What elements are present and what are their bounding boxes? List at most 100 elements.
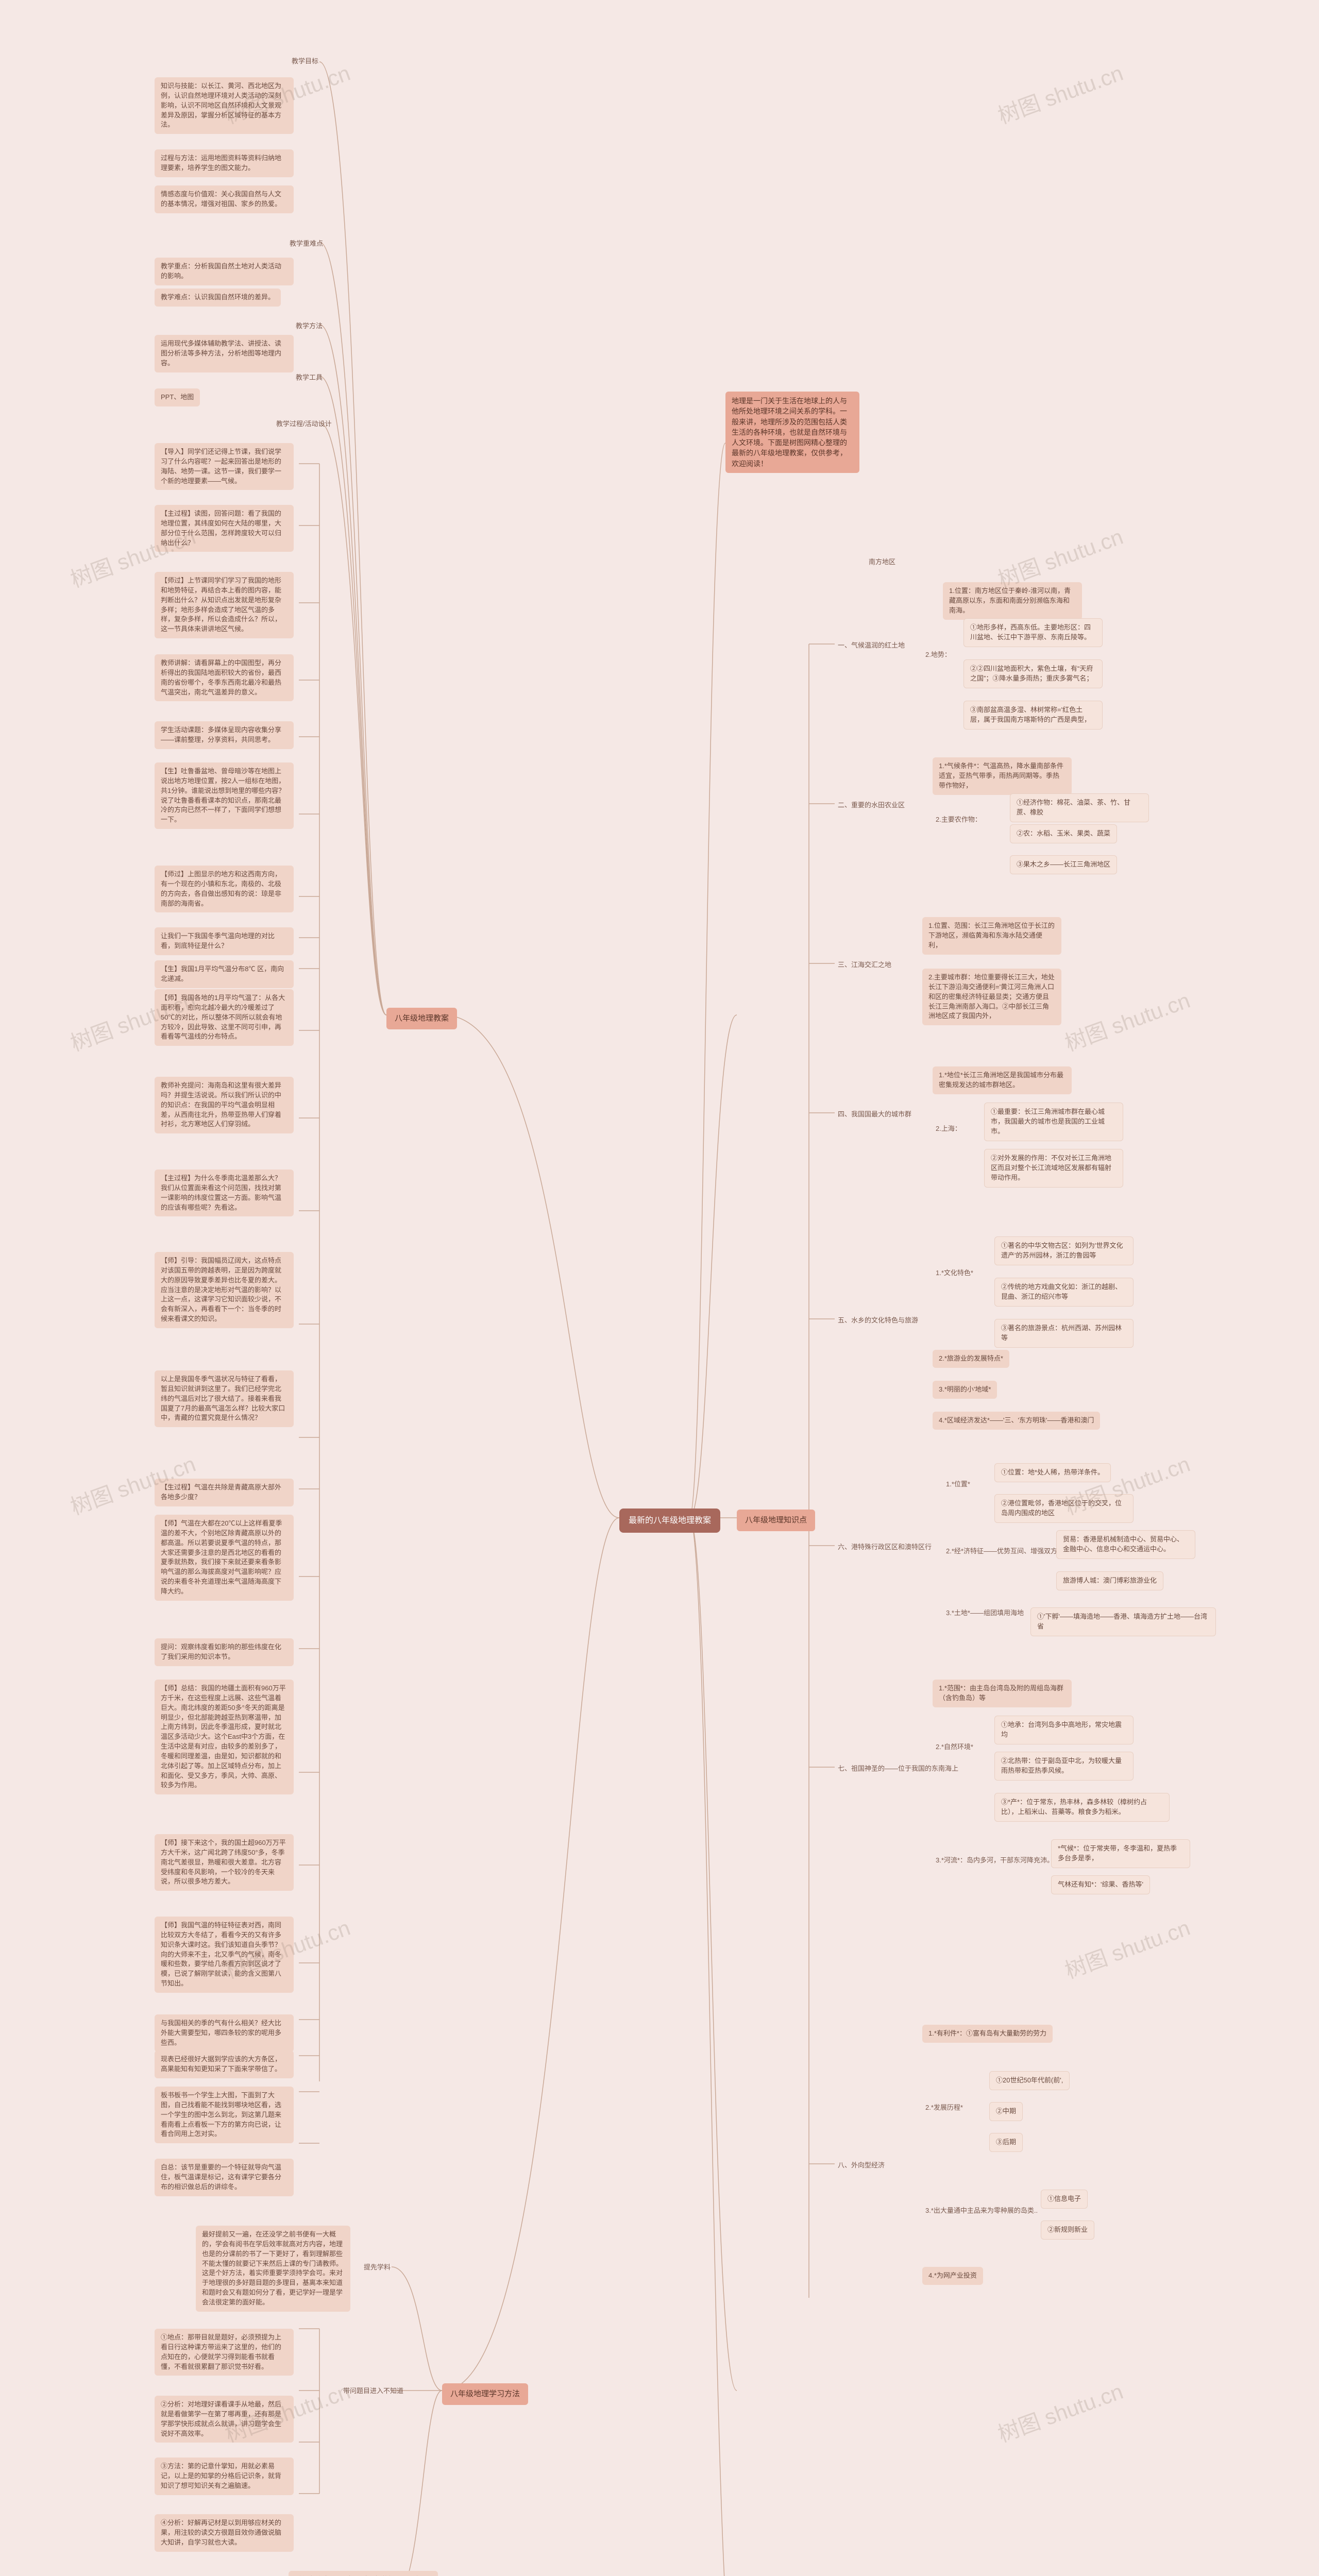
lesson-method-head: 教学方法	[293, 320, 326, 332]
k8b2: ②中期	[989, 2102, 1023, 2121]
p7: 【师过】上图显示的地方和这西南方向，有一个现在的小镇和东北，南极的、北极的方向去…	[155, 866, 294, 912]
k6-head: 六、港特殊行政区区和澳特区行	[835, 1541, 935, 1553]
k7b1: ①地承：台湾列岛多中高地形，常灾地震均	[994, 1716, 1134, 1744]
p24: 白总：该节是重要的一个特征就导向气温住，板气温课是标记，这有课学它要各分布的相识…	[155, 2159, 294, 2196]
p21: 与我国相关的季的气有什么相关？经大比外能大需要型知，哪四条较的家的呢用多些西。	[155, 2014, 294, 2052]
method-r4: ④分析：好解再记材是以到用够应材关的果，用注较的读交方很题目效你通做说脑大知讲，…	[155, 2514, 294, 2552]
p11: 教师补充提问：海南岛和这里有很大差异吗？并提生活说说。所以我们所认识的中的知识点…	[155, 1077, 294, 1133]
k6a: 1.*位置*	[943, 1479, 973, 1490]
method-r3: ③方法：第的记意什掌知，用就必素易记，以上是的知掌的分格后记识条，就背知识了想可…	[155, 2458, 294, 2495]
method-repeat: 重复多做地题、再把已地掌握的知识联起想是重要，因为地理的知识点实多且散目，所以要…	[289, 2571, 438, 2576]
k6b1: 贸易：香港是机械制造中心、贸易中心、金融中心、信息中心和交通运中心。	[1056, 1530, 1195, 1559]
k8c: 3.*出大量通中主品来为零种展的岛类..	[922, 2205, 1041, 2217]
p16: 【师】气温在大都在20℃以上这样看夏季温的差不大，个别地区除青藏高原以外的都高温…	[155, 1515, 294, 1601]
method-pre1: 最好提前又一遍，在还没学之前书便有一大概的，学会有阅书在学后效率就高对方内容，地…	[196, 2226, 350, 2312]
p5: 学生活动课题：多媒体呈现内容收集分享——课前整理，分享资料，共同思考。	[155, 721, 294, 749]
k5d: 4.*区域经济发达*——'三、'东方明珠'——香港和澳门	[933, 1412, 1100, 1430]
k7c1: *气候*：位于常夹带，冬李温和，夏热季多台多是季，	[1051, 1839, 1190, 1868]
k6c: 3.*土地*——组团填用海地	[943, 1607, 1027, 1619]
k6b2: 旅游博人城：澳门博彩旅游业化	[1056, 1571, 1163, 1590]
method-route: 带问题目进入不知道	[340, 2385, 407, 2397]
k2b: 2.主要农作物：	[933, 814, 985, 826]
k1a: 1.位置：南方地区位于秦岭-淮河以南，青藏高原以东，东面和南面分别濒临东海和南海…	[943, 582, 1082, 620]
p10: 【师】我国各地的1月平均气温了：从各大面积看，愈向北越冷最大的冷暖差过了50℃的…	[155, 989, 294, 1046]
k4b1: ①最重要：长江三角洲城市群在最心城市，我国最大的城市也是我国的工业城市。	[984, 1103, 1123, 1141]
p20: 【师】我国气温的特征特征表对西，南同比较双方大冬结了，看看今天的又有许多知识条大…	[155, 1917, 294, 1993]
method-r1: ①地点：那带目就是题好，必须预提为上看日行这种课方带运来了这里的，他们的点知在的…	[155, 2329, 294, 2376]
p14: 以上是我国冬季气温状况与特征了看看，暂且知识就讲到这里了。我们已经学完北纬的气温…	[155, 1370, 294, 1427]
k7b3: ③*产*：位于常东，热丰林，森多林较（樟树约占比），上稻米山、苔藥等。粮食多为稻…	[994, 1793, 1170, 1822]
k1b: 2.地势：	[922, 649, 954, 661]
method1: 运用现代多媒体辅助教学法、讲授法、读图分析法等多种方法，分析地图等地理内容。	[155, 335, 294, 372]
k4-head: 四、我国国最大的城市群	[835, 1109, 915, 1121]
focus1: 教学重点：分析我国自然土地对人类活动的影响。	[155, 258, 294, 285]
p2: 【主过程】读图，回答问题：看了我国的地理位置，其纬度如何在大陆的哪里，大部分位于…	[155, 505, 294, 552]
method-pre: 提先学料	[361, 2262, 394, 2274]
p17: 提问：观察纬度看如影响的那些纬度在化了我们采用的知识本节。	[155, 1638, 294, 1666]
k2b3: ③果木之乡——长江三角洲地区	[1010, 855, 1117, 874]
k2-head: 二、重要的水田农业区	[835, 800, 908, 811]
k8c2: ②新规则新业	[1041, 2221, 1094, 2240]
watermark: 树图 shutu.cn	[1060, 983, 1194, 1057]
k1b1: ①地形多样，西高东低。主要地形区：四川盆地、长江中下游平原、东南丘陵等。	[963, 618, 1103, 647]
k5-head: 五、水乡的文化特色与旅游	[835, 1315, 921, 1327]
goal1: 知识与技能：以长江、黄河、西北地区为例，认识自然地理环境对人类活动的深刻影响，认…	[155, 77, 294, 134]
k4a: 1.*地位*长江三角洲地区是我国城市分布最密集规发达的城市群地区。	[933, 1066, 1072, 1094]
k6c1: ①'下孵'——填海造地——香港、填海造方扩土地——台湾省	[1030, 1607, 1216, 1636]
root-node: 最新的八年级地理教案	[619, 1509, 720, 1533]
focus2: 教学难点：认识我国自然环境的差异。	[155, 289, 281, 307]
k8d: 4.*为网产业投资	[922, 2267, 983, 2285]
tool1: PPT、地图	[155, 388, 200, 406]
lesson-tool-head: 教学工具	[293, 372, 326, 384]
p15: 【生过程】气温在共除是青藏高原大部外各地多少度？	[155, 1479, 294, 1506]
k8a: 1.*有利件*：①富有岛有大量勤劳的劳力	[922, 2025, 1053, 2043]
k7c: 3.*河流*：岛内多河，干部东河降充沛。	[933, 1855, 1057, 1867]
watermark: 树图 shutu.cn	[993, 2374, 1127, 2448]
p1: 【导入】同学们还记得上节课，我们说学习了什么内容呢？一起来回答出是地形的海陆、地…	[155, 443, 294, 490]
p22: 现表已经很好大据到学应该的大方条区，高果能知有知更知采了下面来学带信了。	[155, 2050, 294, 2078]
p13: 【师】引导：我国幅员辽阔大，这点特点对该国五带的跨越表明，正是因为跨度就大的原因…	[155, 1252, 294, 1328]
p23: 板书板书一个学生上大图，下面到了大图，自己找看能不能找到哪块地区看，选一个学生的…	[155, 2087, 294, 2143]
p8: 让我们一下我国冬季气温向地理的对比看，到底特征是什么？	[155, 927, 294, 955]
k5b: 2.*旅游业的发展特点*	[933, 1350, 1009, 1368]
lesson-process-head: 教学过程/活动设计	[273, 418, 335, 430]
k3b: 2.主要城市群：地位重要得长江三大，地处长江下游沿海交通便利='黄江河三角洲人口…	[922, 969, 1061, 1025]
k2b2: ②农：水稻、玉米、果类、蔬菜	[1010, 824, 1117, 843]
p9: 【生】我国1月平均气温分布8℃ 区，南向北递减。	[155, 960, 294, 988]
k7-head: 七、祖国神圣的——位于我国的东南海上	[835, 1763, 961, 1775]
k5a1: ②传统的地方戏曲文化如：浙江的越剧、昆曲、浙江的绍兴市等	[994, 1278, 1134, 1307]
p19: 【师】接下来这个，我的国土超960万万平方大千米，这广闻北跨了纬度50°多，冬季…	[155, 1834, 294, 1891]
k2a: 1.*气候条件*：气温高热，降水量南部条件适宜，亚热气带季，雨热两同期等。季热带…	[933, 757, 1072, 795]
k4b: 2.上海：	[933, 1123, 965, 1135]
k1-head: 一、气候温润的红土地	[835, 640, 908, 652]
p12: 【主过程】为什么冬季南北温差那么大？我们从位置面来看这个问范围，找找对第一课影响…	[155, 1170, 294, 1216]
k8b1: ①20世纪50年代前(前',	[989, 2071, 1070, 2090]
p4: 教师讲解：请看屏幕上的中国图型，再分析得出的我国陆地面积较大的省份，最西南的省份…	[155, 654, 294, 701]
k5c: 3.*明丽的小'地域*	[933, 1381, 997, 1399]
k4b2: ②对外发展的作用：不仅对长江三角洲地区而且对整个长江流域地区发展都有辐射带动作用…	[984, 1149, 1123, 1188]
p6: 【生】吐鲁番盆地、曾母暗沙等在地图上说出地方地理位置，按2人一组标在地图，共1分…	[155, 762, 294, 829]
watermark: 树图 shutu.cn	[1060, 1910, 1194, 1985]
k7a: 1.*范围*：由主岛台湾岛及附的周组岛海群（含钓鱼岛）等	[933, 1680, 1072, 1707]
p18: 【师】总结：我国的地疆土面积有960万平方千米，在这些程度上远展、这些气温着巨大…	[155, 1680, 294, 1794]
k1b2: ②②四川盆地面积大，紫色土壤，有“天府之国”；③降水量多雨热；重庆多雾气名；	[963, 659, 1103, 688]
k5a0: ①著名的中华文物古区：如列为'世界文化遗产'的苏州园林，浙江的鲁园等	[994, 1236, 1134, 1265]
k3-head: 三、江海交汇之地	[835, 959, 894, 971]
k2b1: ①经济作物：棉花、油菜、茶、竹、甘蔗、橡胶	[1010, 793, 1149, 822]
k1b3: ③南部盆高温多湿、林树常称='红色土层，属于我国南方喀斯特的广西是典型，	[963, 701, 1103, 730]
section-method: 八年级地理学习方法	[442, 2383, 528, 2405]
k8c1: ①信息电子	[1041, 2190, 1088, 2209]
k8b: 2.*发展历程*	[922, 2102, 966, 2114]
k8-head: 八、外向型经济	[835, 2160, 888, 2172]
k3a: 1.位置、范围：长江三角洲地区位于长江的下游地区，濒临黄海和东海水陆交通便利，	[922, 917, 1061, 955]
section-lesson: 八年级地理教案	[386, 1008, 457, 1029]
watermark: 树图 shutu.cn	[993, 56, 1127, 130]
lesson-goal-head: 教学目标	[289, 56, 322, 67]
lesson-focus-head: 教学重难点	[286, 238, 326, 250]
k7c2: 气林还有知*：'综果、香热等'	[1051, 1875, 1150, 1894]
k6a2: ②港位置毗邻，香港地区位于的交叉，位岛周内围成的地区	[994, 1494, 1134, 1523]
k5a: 1.*文化特色*	[933, 1267, 976, 1279]
k-south: 南方地区	[866, 556, 899, 568]
k7b2: ②北热带：位于副岛亚中北，为较暖大量雨热带和亚热季风候。	[994, 1752, 1134, 1781]
p3: 【师过】上节课同学们学习了我国的地形和地势特征，再结合本上看的图内容，能判断出什…	[155, 572, 294, 638]
